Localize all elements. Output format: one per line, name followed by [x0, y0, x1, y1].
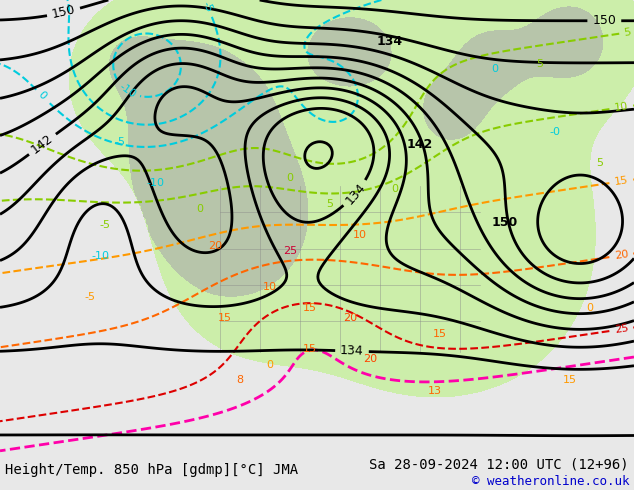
Text: 20: 20	[614, 249, 629, 261]
Text: 0: 0	[197, 204, 204, 214]
Text: 13: 13	[428, 386, 442, 395]
Text: 10: 10	[263, 282, 277, 292]
Text: 142: 142	[407, 139, 433, 151]
Text: -5: -5	[115, 137, 126, 147]
Text: 5: 5	[327, 199, 333, 209]
Text: -5: -5	[84, 293, 96, 302]
Text: 134: 134	[340, 344, 364, 358]
Text: 15: 15	[218, 313, 232, 323]
Text: 134: 134	[342, 180, 368, 207]
Text: Sa 28-09-2024 12:00 UTC (12+96): Sa 28-09-2024 12:00 UTC (12+96)	[370, 458, 629, 472]
Text: 15: 15	[614, 175, 629, 187]
Text: 150: 150	[51, 3, 77, 22]
Text: 8: 8	[236, 375, 243, 385]
Text: 15: 15	[433, 329, 447, 339]
Text: 15: 15	[303, 303, 317, 313]
Text: -5: -5	[201, 0, 214, 14]
Text: -5: -5	[100, 220, 110, 230]
Text: 0: 0	[491, 65, 498, 74]
Text: Height/Temp. 850 hPa [gdmp][°C] JMA: Height/Temp. 850 hPa [gdmp][°C] JMA	[5, 463, 298, 477]
Text: 5: 5	[597, 158, 604, 168]
Text: 25: 25	[283, 246, 297, 256]
Text: 150: 150	[592, 14, 616, 27]
Text: 5: 5	[536, 59, 543, 69]
Text: 0: 0	[287, 173, 294, 183]
Text: 134: 134	[377, 35, 403, 48]
Text: 20: 20	[343, 313, 357, 323]
Text: 0: 0	[392, 184, 399, 194]
Text: -0: -0	[550, 126, 560, 137]
Text: 142: 142	[29, 132, 56, 156]
Text: 10: 10	[353, 230, 367, 240]
Text: 150: 150	[492, 216, 518, 229]
Text: 0: 0	[586, 303, 593, 313]
Text: 15: 15	[563, 375, 577, 385]
Text: 0: 0	[36, 90, 48, 102]
Text: 20: 20	[208, 241, 222, 250]
Text: 20: 20	[363, 354, 377, 365]
Text: -10: -10	[146, 178, 164, 189]
Text: 0: 0	[266, 360, 273, 369]
Text: 5: 5	[623, 27, 632, 38]
Text: 15: 15	[303, 344, 317, 354]
Text: -10: -10	[91, 251, 109, 261]
Text: 10: 10	[614, 101, 629, 113]
Text: -10: -10	[117, 81, 138, 100]
Text: © weatheronline.co.uk: © weatheronline.co.uk	[472, 475, 629, 489]
Text: 25: 25	[614, 323, 629, 335]
